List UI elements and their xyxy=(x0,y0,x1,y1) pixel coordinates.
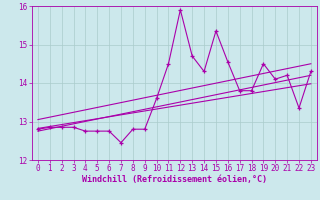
X-axis label: Windchill (Refroidissement éolien,°C): Windchill (Refroidissement éolien,°C) xyxy=(82,175,267,184)
